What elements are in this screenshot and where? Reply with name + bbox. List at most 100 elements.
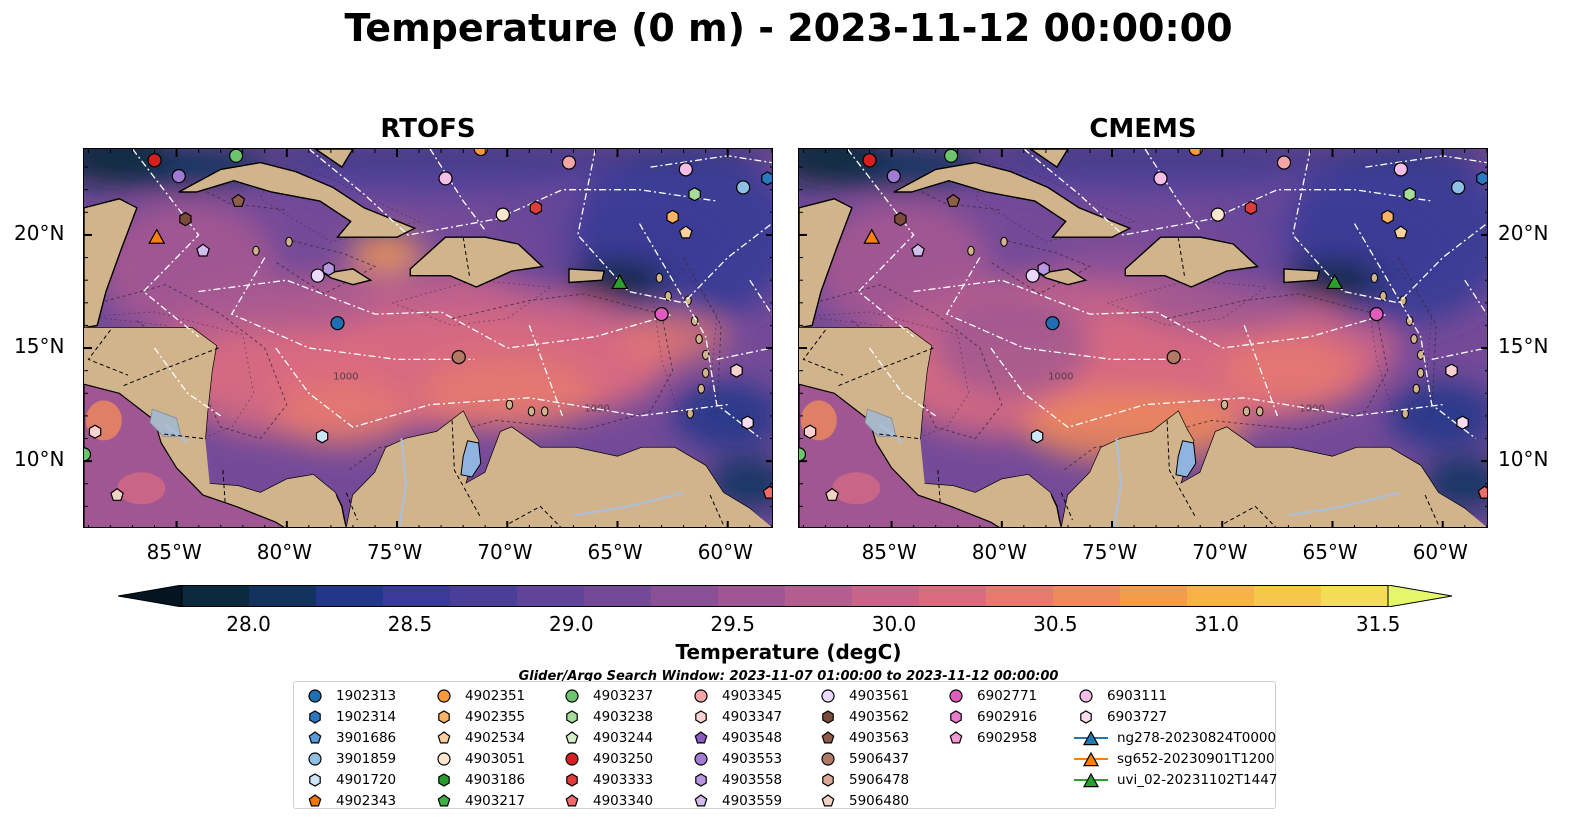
land-puertorico: [1283, 268, 1321, 284]
legend-item: 3901686: [302, 727, 396, 748]
legend-hexagon-icon: [822, 709, 834, 724]
float-marker-4903340: [1477, 485, 1487, 499]
legend-marker-icon: [949, 730, 963, 743]
shelf-contour: [652, 268, 718, 417]
legend-pentagon-icon: [437, 793, 451, 806]
legend-marker-icon: [437, 793, 451, 806]
country-border: [121, 347, 219, 387]
legend-circle-icon: [437, 688, 451, 703]
land-bahamas: [314, 149, 354, 169]
island: [527, 406, 536, 417]
float-marker-4903561: [310, 268, 325, 283]
colorbar-segment: [517, 585, 585, 607]
legend-label: 6902771: [977, 687, 1038, 704]
eez-boundary: [1431, 347, 1487, 361]
float-marker-4903333: [529, 200, 543, 215]
colorbar-segment: [651, 585, 719, 607]
shelf-contour: [259, 162, 421, 243]
country-border: [937, 470, 941, 502]
shelf-contour: [391, 279, 553, 326]
x-tick-label: 75°W: [1082, 540, 1138, 564]
colorbar-segment: [383, 585, 451, 607]
legend-marker-icon: [437, 751, 451, 766]
colorbar-segment: [1321, 585, 1389, 607]
legend-label: 4903217: [465, 792, 526, 809]
legend-item: uvi_02-20231102T1447: [1073, 769, 1277, 790]
eez-boundary: [1292, 149, 1487, 304]
legend-label: 4903558: [722, 771, 783, 788]
river: [164, 424, 189, 444]
legend-label: 6902958: [977, 729, 1038, 746]
legend-pentagon-icon: [694, 730, 708, 743]
land-puertorico: [568, 268, 606, 284]
legend-label: 4903250: [593, 750, 654, 767]
legend-item: 5906480: [815, 790, 909, 811]
x-tick-label: 65°W: [1302, 540, 1358, 564]
lake-maracaibo: [460, 440, 482, 478]
float-marker-6902771: [1369, 307, 1384, 322]
eez-boundary: [308, 149, 717, 236]
float-marker-4903237: [799, 447, 807, 462]
eez-boundary: [1464, 279, 1487, 315]
legend-label: 4903563: [849, 729, 910, 746]
float-marker-4903563: [231, 193, 246, 207]
float-marker-6903727: [741, 415, 754, 430]
river: [879, 424, 904, 444]
colorbar-segment: [249, 585, 317, 607]
island: [701, 349, 710, 360]
float-marker-6903111: [438, 171, 453, 186]
country-border: [87, 329, 129, 376]
map-panel-cmems[interactable]: 1000 1000: [798, 148, 1488, 528]
panel-title-cmems: CMEMS: [1089, 114, 1197, 144]
land-jamaica: [1037, 268, 1088, 286]
axis-ticks: [84, 149, 772, 527]
map-panel-rtofs[interactable]: 1000 1000: [83, 148, 773, 528]
float-marker-5906437: [451, 349, 466, 365]
legend-item: 4903548: [688, 727, 782, 748]
float-marker-6903111: [1393, 162, 1408, 177]
eez-boundary: [1023, 149, 1432, 236]
legend-label: 3901859: [336, 750, 397, 767]
land-hispaniola: [409, 236, 545, 288]
island: [1416, 367, 1425, 378]
legend-item: 4903186: [431, 769, 525, 790]
float-marker-4903333: [1244, 200, 1258, 215]
legend-marker-icon: [565, 751, 579, 766]
legend-label: ng278-20230824T0000: [1117, 729, 1277, 746]
colorbar-tick-label: 28.0: [226, 612, 271, 636]
island: [967, 245, 975, 256]
legend-item: 4903558: [688, 769, 782, 790]
legend-marker-icon: [821, 793, 835, 806]
float-marker-4903347: [730, 363, 743, 378]
legend-label: 4903553: [722, 750, 783, 767]
float-marker-5906437: [1166, 349, 1181, 365]
legend-circle-icon: [308, 688, 322, 703]
pacific-warm-patch: [117, 472, 166, 505]
colorbar-segment: [718, 585, 786, 607]
float-marker-4902355: [666, 209, 679, 225]
isobath-contour: [900, 180, 1002, 211]
colorbar-tick-label: 28.5: [387, 612, 433, 636]
legend-marker-icon: [694, 751, 708, 766]
float-marker-4903559: [196, 243, 210, 257]
legend-circle-icon: [437, 751, 451, 766]
float-marker-4903237: [229, 149, 244, 163]
legend-circle-icon: [821, 688, 835, 703]
float-marker-6903727: [1456, 415, 1469, 430]
float-marker-6903111: [678, 162, 693, 177]
legend-hexagon-icon: [309, 709, 321, 724]
legend-marker-icon: [308, 751, 322, 766]
legend-marker-icon: [565, 730, 579, 743]
legend-marker-icon: [1074, 730, 1108, 745]
legend-marker-icon: [822, 709, 834, 724]
legend-marker-icon: [694, 730, 708, 743]
colorbar-segment: [1187, 585, 1255, 607]
island: [664, 291, 672, 302]
float-marker-1902313: [330, 316, 345, 331]
x-tick-label: 85°W: [861, 540, 917, 564]
legend-marker-icon: [565, 793, 579, 806]
legend-label: 4903561: [849, 687, 910, 704]
x-tick-label: 60°W: [1412, 540, 1468, 564]
pacific-warm-patch: [832, 472, 881, 505]
legend-marker-icon: [821, 730, 835, 743]
